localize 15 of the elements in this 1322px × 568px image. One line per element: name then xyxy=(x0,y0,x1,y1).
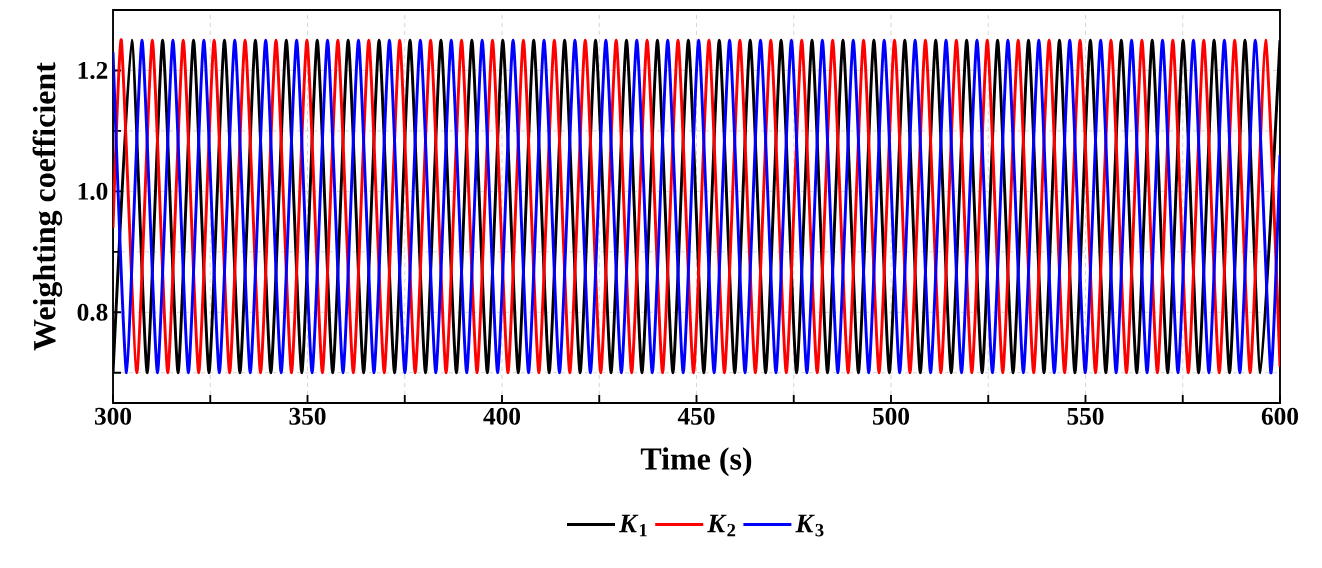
x-tick-label: 450 xyxy=(677,407,715,425)
x-tick-label: 400 xyxy=(483,407,521,425)
legend-label: K$_{2}$ xyxy=(707,514,736,537)
y-tick-label: 0.8 xyxy=(77,303,108,321)
x-axis-title: Time (s) xyxy=(640,447,752,477)
x-tick-label: 300 xyxy=(94,407,132,425)
x-tick-label: 550 xyxy=(1067,407,1104,425)
legend-label: K$_{3}$ xyxy=(795,514,824,537)
y-axis-title: Weighting coefficient xyxy=(32,62,63,351)
x-tick-label: 350 xyxy=(289,407,326,425)
x-tick-label: 500 xyxy=(873,407,910,425)
y-tick-label: 1.2 xyxy=(78,61,108,80)
y-tick-label: 1.0 xyxy=(78,182,108,200)
legend-label: K$_{1}$ xyxy=(618,514,647,537)
x-tick-label: 600 xyxy=(1261,407,1299,425)
